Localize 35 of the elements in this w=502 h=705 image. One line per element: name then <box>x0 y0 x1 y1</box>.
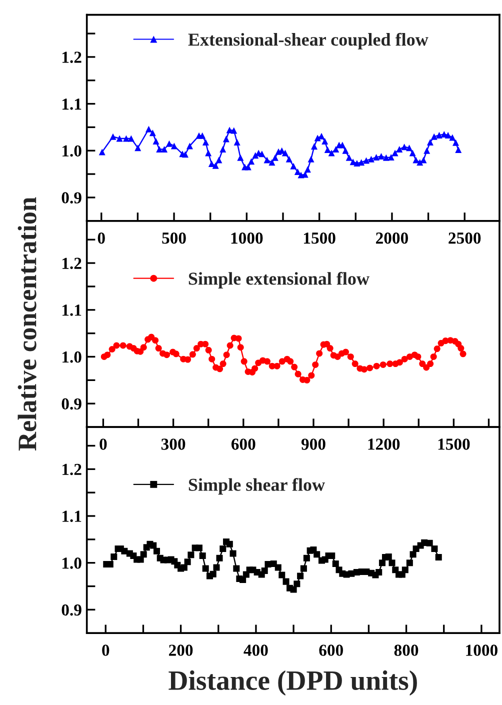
y-tick-label: 1.1 <box>62 510 82 522</box>
y-tick-label: 1.2 <box>62 258 82 270</box>
x-tick-label: 200 <box>169 644 193 656</box>
y-axis-title: Relative concentration <box>18 197 36 451</box>
y-tick-label: 1.0 <box>62 351 82 363</box>
legend-label: Simple shear flow <box>188 478 325 495</box>
x-tick-label: 1200 <box>368 438 400 450</box>
x-axis-title: Distance (DPD units) <box>168 670 417 696</box>
x-tick-label: 1000 <box>231 232 263 244</box>
y-tick-label: 1.0 <box>62 145 82 157</box>
x-tick-label: 600 <box>319 644 343 656</box>
x-tick-label: 1500 <box>304 232 336 244</box>
y-tick-label: 0.9 <box>62 398 82 410</box>
x-tick-label: 0 <box>100 438 107 450</box>
y-tick-label: 0.9 <box>62 192 82 204</box>
x-tick-label: 0 <box>102 644 110 656</box>
x-tick-label: 300 <box>161 438 186 450</box>
x-tick-label: 500 <box>162 232 186 244</box>
x-tick-label: 900 <box>301 438 326 450</box>
x-tick-label: 2000 <box>376 232 408 244</box>
x-tick-label: 2500 <box>448 232 481 244</box>
x-tick-label: 400 <box>244 644 268 656</box>
legend-label: Extensional-shear coupled flow <box>188 32 428 50</box>
x-tick-label: 600 <box>231 438 256 450</box>
y-tick-label: 1.0 <box>62 558 82 569</box>
x-tick-label: 800 <box>394 644 418 656</box>
y-tick-label: 0.9 <box>62 604 82 616</box>
y-tick-label: 1.1 <box>62 98 82 110</box>
legend-label: Simple extensional flow <box>188 272 370 288</box>
y-tick-label: 1.2 <box>62 464 82 476</box>
y-tick-label: 1.2 <box>62 52 82 63</box>
x-tick-label: 1500 <box>438 438 470 450</box>
x-tick-label: 0 <box>98 232 105 244</box>
y-tick-label: 1.1 <box>62 304 82 316</box>
x-tick-label: 1000 <box>466 644 498 656</box>
